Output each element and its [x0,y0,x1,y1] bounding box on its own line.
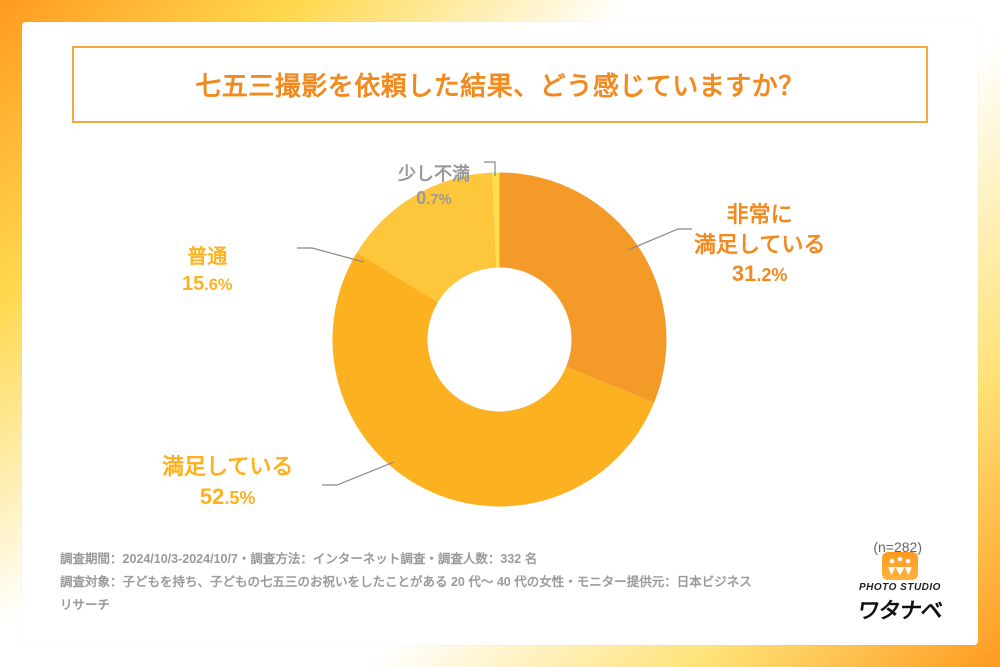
label-bit_unsat: 少し不満0.7% [398,162,470,211]
slice-very_satisfied [500,173,667,403]
label-line: 満足している [162,452,293,482]
footnote-line1: 調査期間：2024/10/3-2024/10/7・調査方法：インターネット調査・… [60,548,760,571]
title-box: 七五三撮影を依頼した結果、どう感じていますか？ [72,46,928,123]
crown-icon [882,552,918,580]
label-line: 非常に [694,200,825,230]
label-neutral: 普通15.6% [182,244,233,298]
label-line: 少し不満 [398,162,470,186]
survey-footnote: 調査期間：2024/10/3-2024/10/7・調査方法：インターネット調査・… [60,548,760,617]
label-pct: 0.7% [398,186,470,211]
logo-english: PHOTO STUDIO [858,582,942,593]
label-very_satisfied: 非常に満足している31.2% [694,200,825,289]
card: 七五三撮影を依頼した結果、どう感じていますか？ 非常に満足している31.2%満足… [22,22,978,645]
brand-logo: PHOTO STUDIO ワタナベ [858,552,942,625]
label-satisfied: 満足している52.5% [162,452,293,511]
footnote-line2: 調査対象：子どもを持ち、子どもの七五三のお祝いをしたことがある 20 代～ 40… [60,571,760,617]
label-line: 満足している [694,230,825,260]
logo-japanese: ワタナベ [856,593,945,625]
label-pct: 31.2% [694,259,825,289]
label-pct: 15.6% [182,271,233,298]
title-text: 七五三撮影を依頼した結果、どう感じていますか？ [84,66,916,103]
label-pct: 52.5% [162,482,293,512]
donut-chart [332,172,667,507]
label-line: 普通 [182,244,233,271]
